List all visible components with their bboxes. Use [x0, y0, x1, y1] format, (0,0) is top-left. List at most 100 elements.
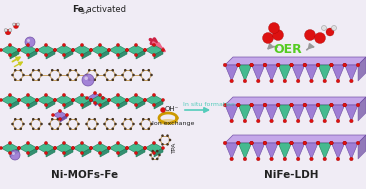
Circle shape — [18, 48, 20, 52]
Circle shape — [19, 69, 22, 72]
Circle shape — [71, 98, 75, 102]
Circle shape — [290, 103, 293, 107]
Polygon shape — [53, 111, 67, 119]
Circle shape — [296, 157, 300, 161]
Polygon shape — [154, 148, 163, 157]
Circle shape — [276, 103, 280, 107]
Circle shape — [236, 141, 240, 145]
Circle shape — [159, 139, 161, 141]
Circle shape — [276, 141, 280, 145]
Circle shape — [270, 79, 273, 83]
Polygon shape — [19, 95, 37, 105]
Circle shape — [323, 119, 326, 123]
Circle shape — [69, 69, 71, 72]
Circle shape — [18, 98, 20, 102]
Circle shape — [8, 103, 12, 107]
Circle shape — [276, 63, 280, 67]
Circle shape — [276, 63, 280, 67]
Circle shape — [88, 69, 90, 72]
Polygon shape — [145, 143, 163, 153]
Circle shape — [48, 123, 51, 125]
Polygon shape — [60, 115, 67, 122]
Circle shape — [126, 48, 128, 52]
Circle shape — [89, 146, 93, 150]
Polygon shape — [345, 105, 358, 121]
Circle shape — [250, 63, 253, 67]
Circle shape — [88, 127, 90, 130]
Polygon shape — [10, 50, 19, 59]
Circle shape — [130, 118, 132, 121]
Polygon shape — [225, 57, 366, 65]
Polygon shape — [127, 45, 145, 55]
Circle shape — [143, 98, 147, 102]
Circle shape — [11, 74, 14, 76]
Circle shape — [169, 139, 171, 141]
Polygon shape — [291, 105, 305, 121]
Circle shape — [18, 146, 20, 150]
Circle shape — [223, 141, 227, 145]
Circle shape — [36, 48, 38, 52]
Polygon shape — [91, 143, 109, 153]
Polygon shape — [118, 148, 127, 157]
Circle shape — [44, 151, 48, 155]
Circle shape — [223, 103, 227, 107]
Circle shape — [89, 48, 93, 52]
Polygon shape — [100, 100, 109, 109]
Circle shape — [12, 23, 15, 26]
Circle shape — [103, 74, 106, 76]
Circle shape — [156, 150, 158, 152]
Circle shape — [343, 103, 347, 107]
Polygon shape — [265, 105, 278, 121]
Circle shape — [161, 108, 165, 112]
Polygon shape — [82, 50, 91, 59]
Polygon shape — [91, 45, 109, 55]
Circle shape — [310, 79, 313, 83]
Polygon shape — [225, 143, 238, 159]
Circle shape — [36, 48, 38, 52]
Circle shape — [290, 63, 293, 67]
Circle shape — [230, 79, 234, 83]
Circle shape — [303, 141, 307, 145]
Circle shape — [89, 98, 93, 102]
Circle shape — [323, 157, 326, 161]
Polygon shape — [265, 65, 278, 81]
Circle shape — [19, 127, 22, 130]
Circle shape — [44, 53, 48, 57]
Polygon shape — [109, 95, 127, 105]
Polygon shape — [109, 143, 127, 153]
Circle shape — [53, 146, 57, 150]
Circle shape — [150, 74, 153, 76]
Circle shape — [27, 39, 30, 42]
Circle shape — [270, 119, 273, 123]
Circle shape — [107, 98, 111, 102]
Text: TPA: TPA — [172, 142, 177, 153]
Circle shape — [53, 48, 57, 52]
Circle shape — [77, 123, 80, 125]
Circle shape — [356, 103, 360, 107]
Circle shape — [161, 98, 165, 102]
Polygon shape — [1, 95, 19, 105]
Circle shape — [316, 103, 320, 107]
Polygon shape — [46, 100, 55, 109]
Circle shape — [236, 141, 240, 145]
Polygon shape — [73, 143, 91, 153]
Circle shape — [37, 127, 40, 130]
Circle shape — [124, 78, 127, 81]
Circle shape — [93, 69, 96, 72]
Polygon shape — [46, 50, 55, 59]
Circle shape — [147, 127, 150, 130]
Polygon shape — [82, 148, 91, 157]
Circle shape — [114, 74, 117, 76]
Polygon shape — [1, 143, 19, 153]
Circle shape — [98, 103, 102, 107]
Circle shape — [36, 98, 38, 102]
Circle shape — [85, 96, 89, 100]
Polygon shape — [100, 50, 109, 59]
Circle shape — [81, 151, 83, 155]
Circle shape — [37, 78, 40, 81]
Polygon shape — [225, 135, 366, 143]
Circle shape — [53, 98, 57, 102]
Circle shape — [143, 146, 147, 150]
Circle shape — [121, 74, 124, 76]
Circle shape — [142, 78, 145, 81]
